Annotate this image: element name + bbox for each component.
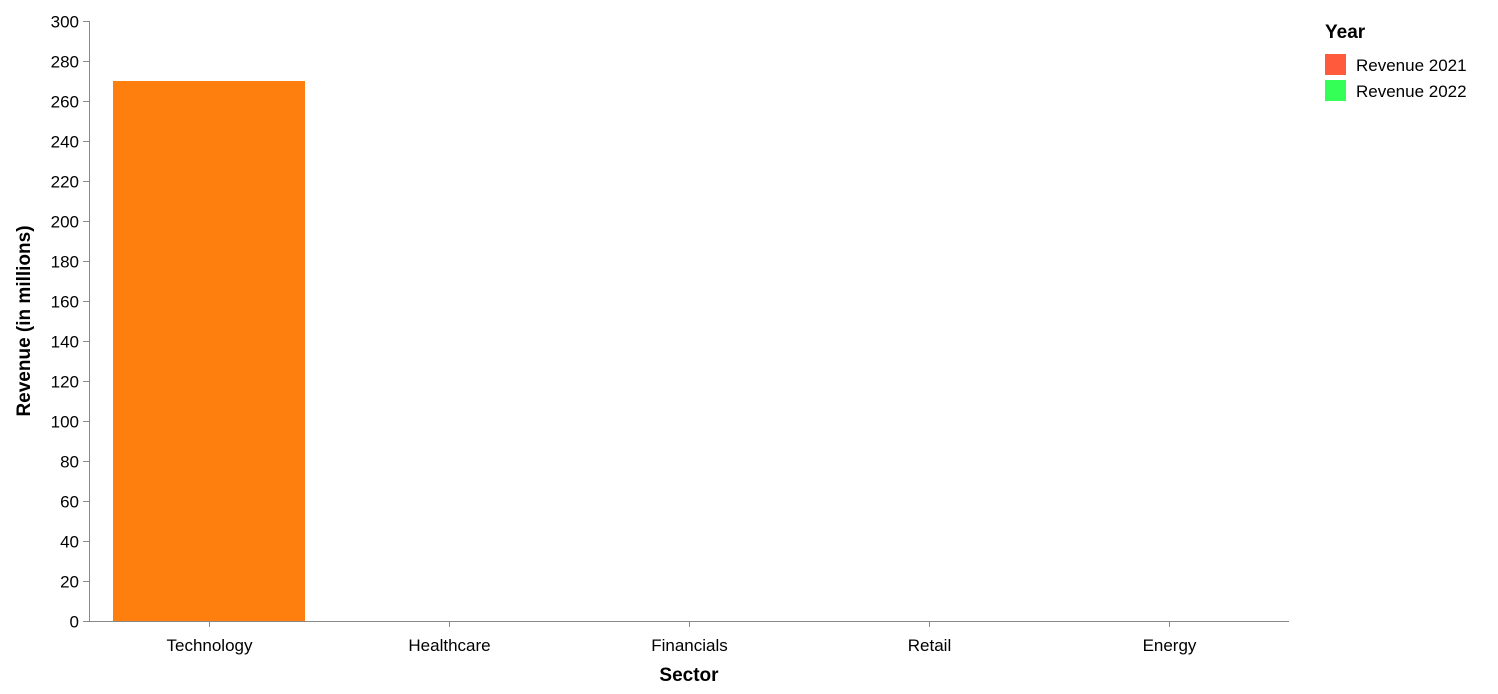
- x-tick-label: Technology: [166, 636, 253, 655]
- y-tick-label: 140: [51, 333, 79, 352]
- y-tick-label: 240: [51, 133, 79, 152]
- bars-layer: [113, 81, 305, 621]
- x-tick-label: Energy: [1143, 636, 1197, 655]
- y-tick-label: 40: [60, 533, 79, 552]
- x-tick-label: Healthcare: [408, 636, 490, 655]
- y-tick-label: 60: [60, 493, 79, 512]
- legend-swatch: [1325, 54, 1346, 75]
- legend-label: Revenue 2022: [1356, 82, 1467, 101]
- y-tick-label: 280: [51, 53, 79, 72]
- x-axis: Technology Healthcare Financials Retail Ener…: [89, 621, 1289, 655]
- legend: Year Revenue 2021 Revenue 2022: [1325, 22, 1467, 101]
- legend-title: Year: [1325, 22, 1366, 43]
- y-tick-label: 260: [51, 93, 79, 112]
- y-tick-label: 120: [51, 373, 79, 392]
- y-tick-label: 300: [51, 13, 79, 32]
- y-tick-label: 80: [60, 453, 79, 472]
- y-tick-label: 0: [70, 613, 79, 632]
- y-tick-label: 180: [51, 253, 79, 272]
- y-tick-label: 160: [51, 293, 79, 312]
- legend-label: Revenue 2021: [1356, 56, 1467, 75]
- y-tick-label: 100: [51, 413, 79, 432]
- x-tick-label: Retail: [908, 636, 951, 655]
- bar-technology: [113, 81, 305, 621]
- x-tick-label: Financials: [651, 636, 728, 655]
- y-tick-label: 200: [51, 213, 79, 232]
- y-axis-title: Revenue (in millions): [14, 225, 35, 416]
- y-axis: 0 20 40 60 80 100 120 140 160 180 200 220 240 260 280 3…: [51, 13, 90, 632]
- y-tick-label: 220: [51, 173, 79, 192]
- legend-swatch: [1325, 80, 1346, 101]
- y-tick-label: 20: [60, 573, 79, 592]
- x-axis-title: Sector: [659, 665, 719, 686]
